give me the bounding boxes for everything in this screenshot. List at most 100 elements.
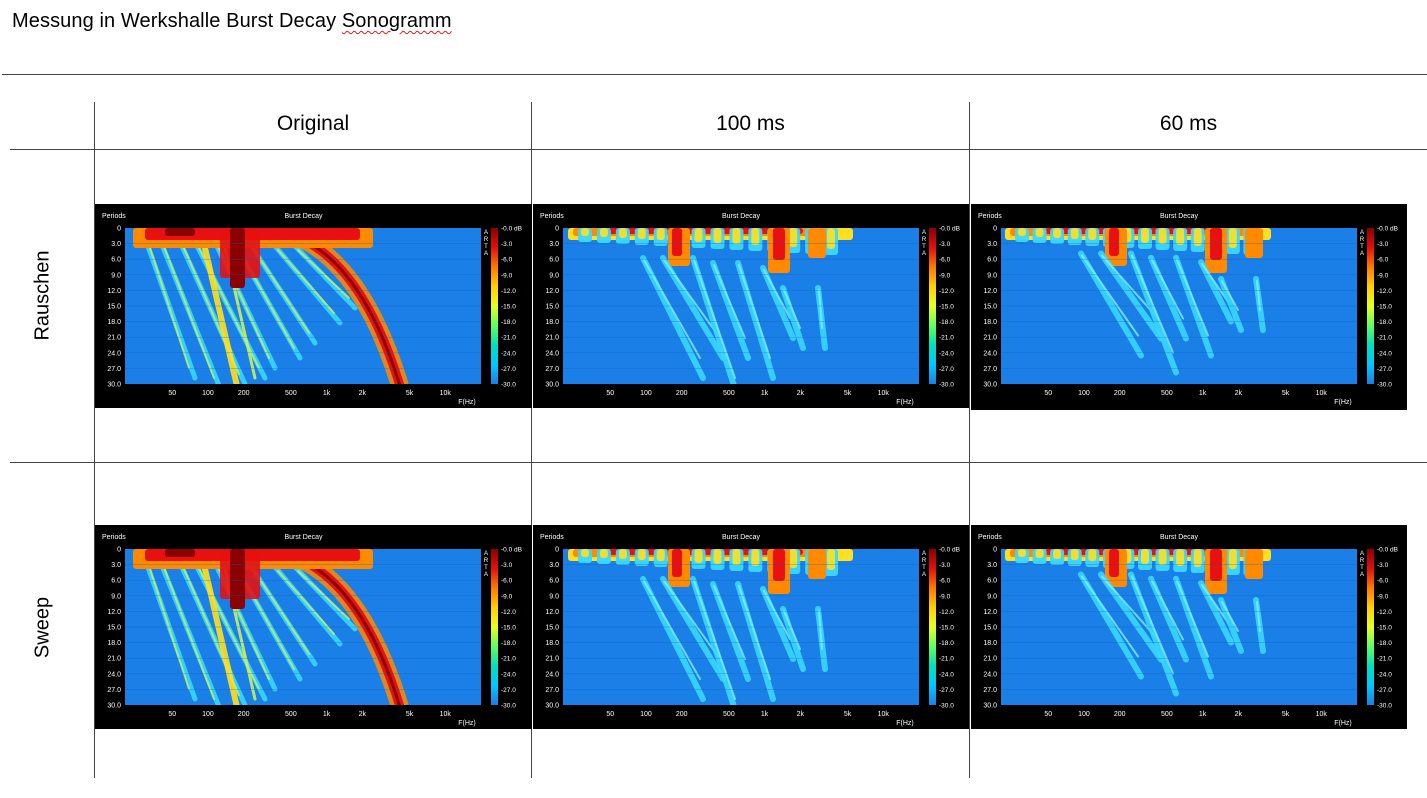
y-tick-label: 9.0	[111, 272, 121, 279]
arta-letter: T	[1360, 244, 1364, 250]
decay-band	[1158, 228, 1167, 244]
arta-letter: T	[1360, 565, 1364, 571]
decay-band	[773, 228, 785, 260]
decay-band	[1109, 228, 1119, 256]
arta-letter: R	[484, 558, 489, 564]
decay-band	[1018, 549, 1026, 557]
scale-tick-label: -6.0	[1377, 257, 1389, 264]
decay-band	[1141, 228, 1149, 243]
x-tick-label: 1k	[761, 390, 769, 397]
decay-streak	[1221, 280, 1239, 311]
x-tick-label: 2k	[359, 390, 367, 397]
decay-streak	[640, 576, 706, 702]
decay-band	[1070, 228, 1079, 239]
decay-streak	[202, 245, 240, 384]
y-tick-label: 24.0	[983, 350, 997, 357]
x-tick-label: 100	[202, 711, 214, 718]
table-hline-header	[10, 149, 1427, 150]
decay-band	[732, 549, 741, 565]
sonogram-rauschen-60ms: Periods Burst Decay 0 3.0 6.0 9.0 12.0 15.0 18.0…	[971, 204, 1407, 410]
decay-band	[656, 228, 665, 240]
column-header-60ms: 60 ms	[1159, 112, 1218, 135]
scale-tick-label: -9.0	[501, 593, 513, 600]
x-tick-label: 100	[640, 711, 652, 718]
decay-streak	[1151, 258, 1184, 320]
color-scale-bar	[929, 549, 936, 705]
decay-streak	[1176, 258, 1209, 337]
scale-tick-label: -24.0	[501, 350, 516, 357]
scale-tick-label: -15.0	[1377, 625, 1392, 632]
color-scale-bar	[929, 228, 936, 384]
decay-streak	[1256, 280, 1261, 311]
decay-streak	[162, 564, 215, 700]
decay-streak	[1098, 250, 1164, 342]
x-tick-label: 50	[606, 390, 614, 397]
arta-letter: A	[484, 230, 488, 236]
plot-xlabel: F(Hz)	[1334, 720, 1352, 727]
y-tick-label: 24.0	[107, 671, 121, 678]
decay-streak	[640, 255, 706, 381]
scale-tick-label: -24.0	[1377, 350, 1392, 357]
decay-streak	[1131, 575, 1174, 675]
decay-streak	[763, 590, 791, 640]
scale-tick-label: -0.0 dB	[1377, 547, 1398, 554]
decay-streak	[1148, 575, 1189, 663]
x-tick-label: 50	[606, 711, 614, 718]
x-tick-label: 500	[1161, 390, 1173, 397]
scale-tick-label: -3.0	[939, 241, 951, 248]
scale-tick-label: -9.0	[1377, 593, 1389, 600]
scale-tick-label: -18.0	[939, 640, 954, 647]
x-tick-label: 2k	[1235, 711, 1243, 718]
decay-band	[789, 549, 798, 568]
decay-streak	[663, 580, 721, 660]
decay-streak	[760, 586, 796, 662]
decay-streak	[297, 249, 350, 299]
y-tick-label: 18.0	[107, 640, 121, 647]
decay-band	[1109, 549, 1119, 577]
y-tick-label: 12.0	[107, 609, 121, 616]
x-tick-label: 10k	[440, 390, 452, 397]
arta-letter: A	[1360, 251, 1364, 257]
decay-band	[732, 228, 741, 244]
decay-band	[827, 549, 836, 570]
plot-xlabel: F(Hz)	[896, 399, 914, 406]
scale-tick-label: -6.0	[501, 578, 513, 585]
y-tick-label: 30.0	[107, 703, 121, 710]
x-tick-label: 5k	[406, 711, 414, 718]
y-tick-label: 30.0	[983, 703, 997, 710]
decay-streak	[162, 243, 215, 379]
decay-band	[694, 549, 703, 563]
plot-ylabel: Periods	[102, 213, 126, 220]
color-scale-bar	[491, 549, 498, 705]
arta-letter: R	[922, 558, 927, 564]
color-scale-bar	[1367, 228, 1374, 384]
x-tick-label: 100	[1078, 711, 1090, 718]
y-tick-label: 6.0	[111, 578, 121, 585]
y-tick-label: 21.0	[545, 656, 559, 663]
y-tick-label: 15.0	[983, 625, 997, 632]
scale-tick-label: -15.0	[501, 625, 516, 632]
y-tick-label: 30.0	[983, 382, 997, 389]
decay-band	[1035, 549, 1044, 558]
scale-tick-label: -24.0	[939, 350, 954, 357]
y-tick-label: 24.0	[545, 350, 559, 357]
decay-band	[1228, 228, 1237, 248]
plot-xlabel: F(Hz)	[1334, 399, 1352, 406]
scale-tick-label: -21.0	[939, 335, 954, 342]
x-tick-label: 10k	[1316, 711, 1328, 718]
arta-letter: R	[922, 237, 927, 243]
plot-xlabel: F(Hz)	[458, 399, 476, 406]
y-tick-label: 3.0	[111, 241, 121, 248]
x-tick-label: 10k	[878, 390, 890, 397]
sonogram-sweep-100ms: Periods Burst Decay 0 3.0 6.0 9.0 12.0 15.0 18.0…	[533, 525, 969, 729]
decay-band	[165, 228, 195, 236]
arta-letter: A	[922, 230, 926, 236]
scale-tick-label: -27.0	[939, 366, 954, 373]
scale-tick-label: -15.0	[501, 304, 516, 311]
arta-letter: A	[484, 572, 488, 578]
decay-streak	[1148, 254, 1189, 342]
decay-streak	[643, 580, 701, 680]
y-tick-label: 27.0	[545, 687, 559, 694]
scale-tick-label: -30.0	[501, 703, 516, 710]
arta-letter: T	[484, 565, 488, 571]
